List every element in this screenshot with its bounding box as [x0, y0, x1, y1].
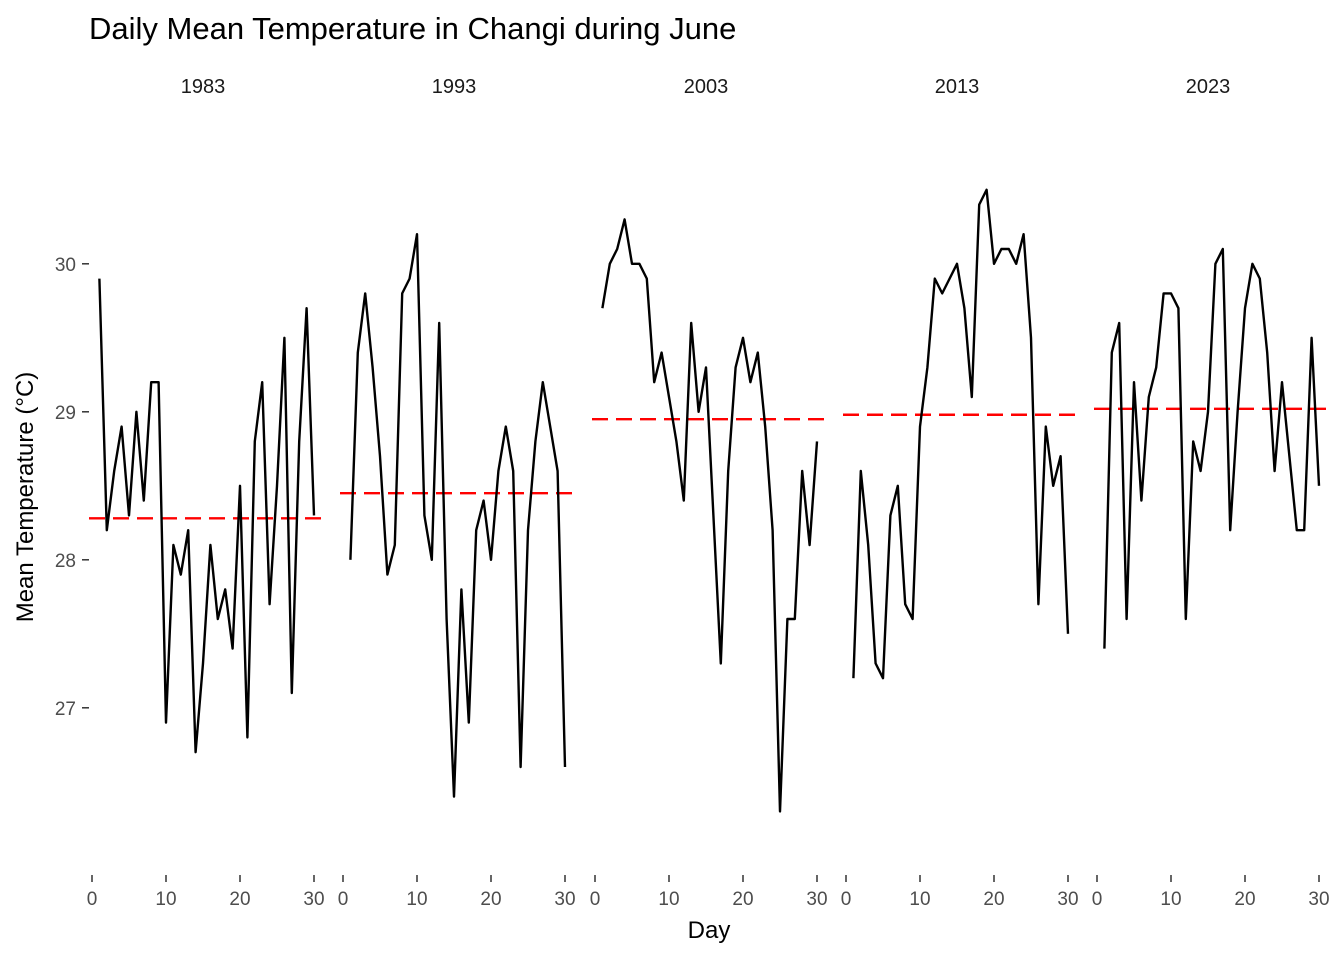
y-tick-label: 30: [55, 255, 76, 276]
panel-1993: 1993 0 10 20 30: [338, 76, 576, 910]
x-tick-label: 20: [229, 889, 250, 910]
panel-2013: 2013 0 10 20 30: [841, 76, 1079, 910]
x-tick-label: 10: [909, 889, 930, 910]
x-tick-label: 0: [338, 889, 349, 910]
panel-label: 1993: [432, 76, 477, 98]
series-line: [349, 232, 567, 798]
x-tick-label: 30: [303, 889, 324, 910]
x-tick-label: 20: [732, 889, 753, 910]
y-axis: 27 28 29 30: [55, 255, 89, 720]
panel-label: 2003: [684, 76, 729, 98]
panel-label: 2013: [935, 76, 980, 98]
y-tick-label: 29: [55, 403, 76, 424]
panel-label: 2023: [1186, 76, 1231, 98]
x-axis-title: Day: [688, 917, 731, 944]
panel-2023: 2023 0 10 20 30: [1092, 76, 1330, 910]
chart-title: Daily Mean Temperature in Changi during …: [89, 11, 736, 46]
y-tick-label: 28: [55, 551, 76, 572]
x-tick-label: 10: [406, 889, 427, 910]
x-tick-label: 10: [658, 889, 679, 910]
x-tick-label: 10: [1160, 889, 1181, 910]
x-tick-label: 30: [1057, 889, 1078, 910]
series-line: [601, 218, 819, 813]
series-line: [1103, 247, 1321, 649]
series-line: [852, 188, 1070, 680]
x-tick-label: 30: [1308, 889, 1329, 910]
x-tick-label: 20: [480, 889, 501, 910]
x-tick-label: 20: [983, 889, 1004, 910]
x-tick-label: 30: [806, 889, 827, 910]
y-tick-label: 27: [55, 699, 76, 720]
y-axis-title: Mean Temperature (°C): [12, 372, 39, 623]
x-tick-label: 0: [590, 889, 601, 910]
panel-1983: 1983 0 10 20 30: [87, 76, 325, 910]
x-tick-label: 0: [1092, 889, 1103, 910]
x-tick-label: 10: [155, 889, 176, 910]
x-tick-label: 0: [841, 889, 852, 910]
series-line: [98, 278, 316, 754]
x-tick-label: 0: [87, 889, 98, 910]
x-tick-label: 30: [554, 889, 575, 910]
x-tick-label: 20: [1234, 889, 1255, 910]
panel-label: 1983: [181, 76, 226, 98]
panel-2003: 2003 0 10 20 30: [590, 76, 828, 910]
